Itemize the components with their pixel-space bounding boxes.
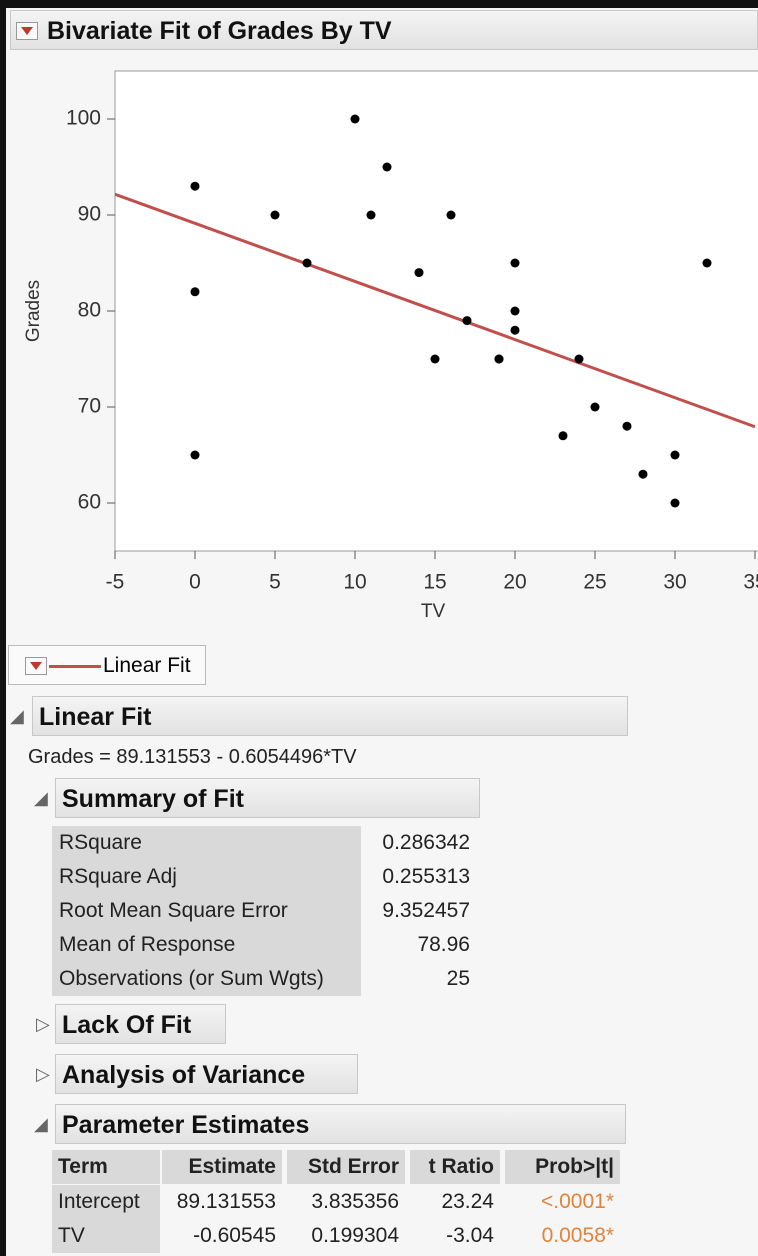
report: Bivariate Fit of Grades By TV 60 70 80 90 10…	[6, 8, 758, 1256]
legend-label: Linear Fit	[103, 654, 191, 677]
row-value: 9.352457	[382, 899, 470, 922]
point	[510, 258, 520, 268]
y-tick-label: 60	[78, 491, 101, 514]
point	[670, 498, 680, 508]
row-label: RSquare Adj	[52, 860, 361, 894]
point	[702, 258, 712, 268]
table-cell: 3.835356	[311, 1190, 399, 1213]
row-label: RSquare	[52, 826, 361, 860]
point	[190, 287, 200, 297]
disclosure[interactable]: ◢	[34, 1114, 48, 1134]
disclosure[interactable]: ◢	[34, 788, 48, 808]
point	[510, 325, 520, 335]
row-value: 0.286342	[382, 831, 470, 854]
x-tick-label: -5	[106, 571, 125, 594]
point	[510, 306, 520, 316]
y-axis-label: Grades	[23, 280, 44, 342]
fit-line	[115, 192, 756, 429]
row-value: 78.96	[417, 933, 470, 956]
point	[382, 162, 392, 172]
point	[558, 431, 568, 441]
title-text: Bivariate Fit of Grades By TV	[47, 17, 392, 45]
report-title: Bivariate Fit of Grades By TV	[10, 10, 758, 50]
menu-button[interactable]	[16, 22, 38, 40]
x-tick-label: 30	[663, 571, 686, 594]
disclosure[interactable]: ▷	[36, 1014, 50, 1034]
point	[366, 210, 376, 220]
table-cell: <.0001*	[541, 1190, 614, 1213]
row-label: Root Mean Square Error	[52, 894, 361, 928]
y-tick-label: 70	[78, 395, 101, 418]
point	[590, 402, 600, 412]
row-label: Observations (or Sum Wgts)	[52, 962, 361, 996]
column-header: t Ratio	[410, 1150, 500, 1184]
point	[462, 316, 472, 326]
x-tick-label: 20	[503, 571, 526, 594]
x-tick-label: 35	[743, 571, 758, 594]
x-axis-label: TV	[421, 601, 446, 622]
disclosure[interactable]: ◢	[10, 706, 24, 726]
point	[270, 210, 280, 220]
table-cell: 23.24	[441, 1190, 494, 1213]
y-tick-label: 90	[78, 203, 101, 226]
legend-line	[49, 665, 101, 668]
point	[190, 181, 200, 191]
row-label: Mean of Response	[52, 928, 361, 962]
point	[302, 258, 312, 268]
point	[670, 450, 680, 460]
x-tick-label: 15	[423, 571, 446, 594]
menu-button[interactable]	[25, 657, 47, 675]
table-cell: 0.0058*	[541, 1224, 614, 1247]
table-cell: TV	[52, 1219, 160, 1253]
point	[574, 354, 584, 364]
y-tick-label: 100	[66, 107, 101, 130]
x-tick-label: 25	[583, 571, 606, 594]
point	[430, 354, 440, 364]
point	[350, 114, 360, 124]
column-header: Estimate	[162, 1150, 282, 1184]
equation: Grades = 89.131553 - 0.6054496*TV	[28, 746, 357, 768]
plot-clip	[115, 114, 756, 508]
point	[190, 450, 200, 460]
point	[446, 210, 456, 220]
x-tick-label: 5	[269, 571, 281, 594]
column-header: Std Error	[287, 1150, 405, 1184]
section-header[interactable]: Summary of Fit	[55, 778, 480, 818]
table-cell: Intercept	[52, 1185, 160, 1219]
section-header[interactable]: Parameter Estimates	[55, 1104, 626, 1144]
x-tick-label: 10	[343, 571, 366, 594]
y-tick-label: 80	[78, 299, 101, 322]
disclosure[interactable]: ▷	[36, 1064, 50, 1084]
point	[622, 421, 632, 431]
fit-legend[interactable]: Linear Fit	[8, 645, 206, 685]
table-cell: -3.04	[446, 1224, 494, 1247]
column-header: Prob>|t|	[505, 1150, 620, 1184]
table-cell: -0.60545	[193, 1224, 276, 1247]
point	[414, 268, 424, 278]
section-header[interactable]: Lack Of Fit	[55, 1004, 226, 1044]
table-cell: 0.199304	[311, 1224, 399, 1247]
x-tick-label: 0	[189, 571, 201, 594]
section-header[interactable]: Linear Fit	[32, 696, 628, 736]
point	[638, 469, 648, 479]
point	[494, 354, 504, 364]
row-value: 25	[446, 967, 470, 990]
chart: 60 70 80 90 100 -5 0 5 10 15 20 25 30 35 TV Grades	[23, 70, 758, 622]
row-value: 0.255313	[382, 865, 470, 888]
table-cell: 89.131553	[176, 1190, 276, 1213]
column-header: Term	[52, 1150, 160, 1184]
section-header[interactable]: Analysis of Variance	[55, 1054, 358, 1094]
